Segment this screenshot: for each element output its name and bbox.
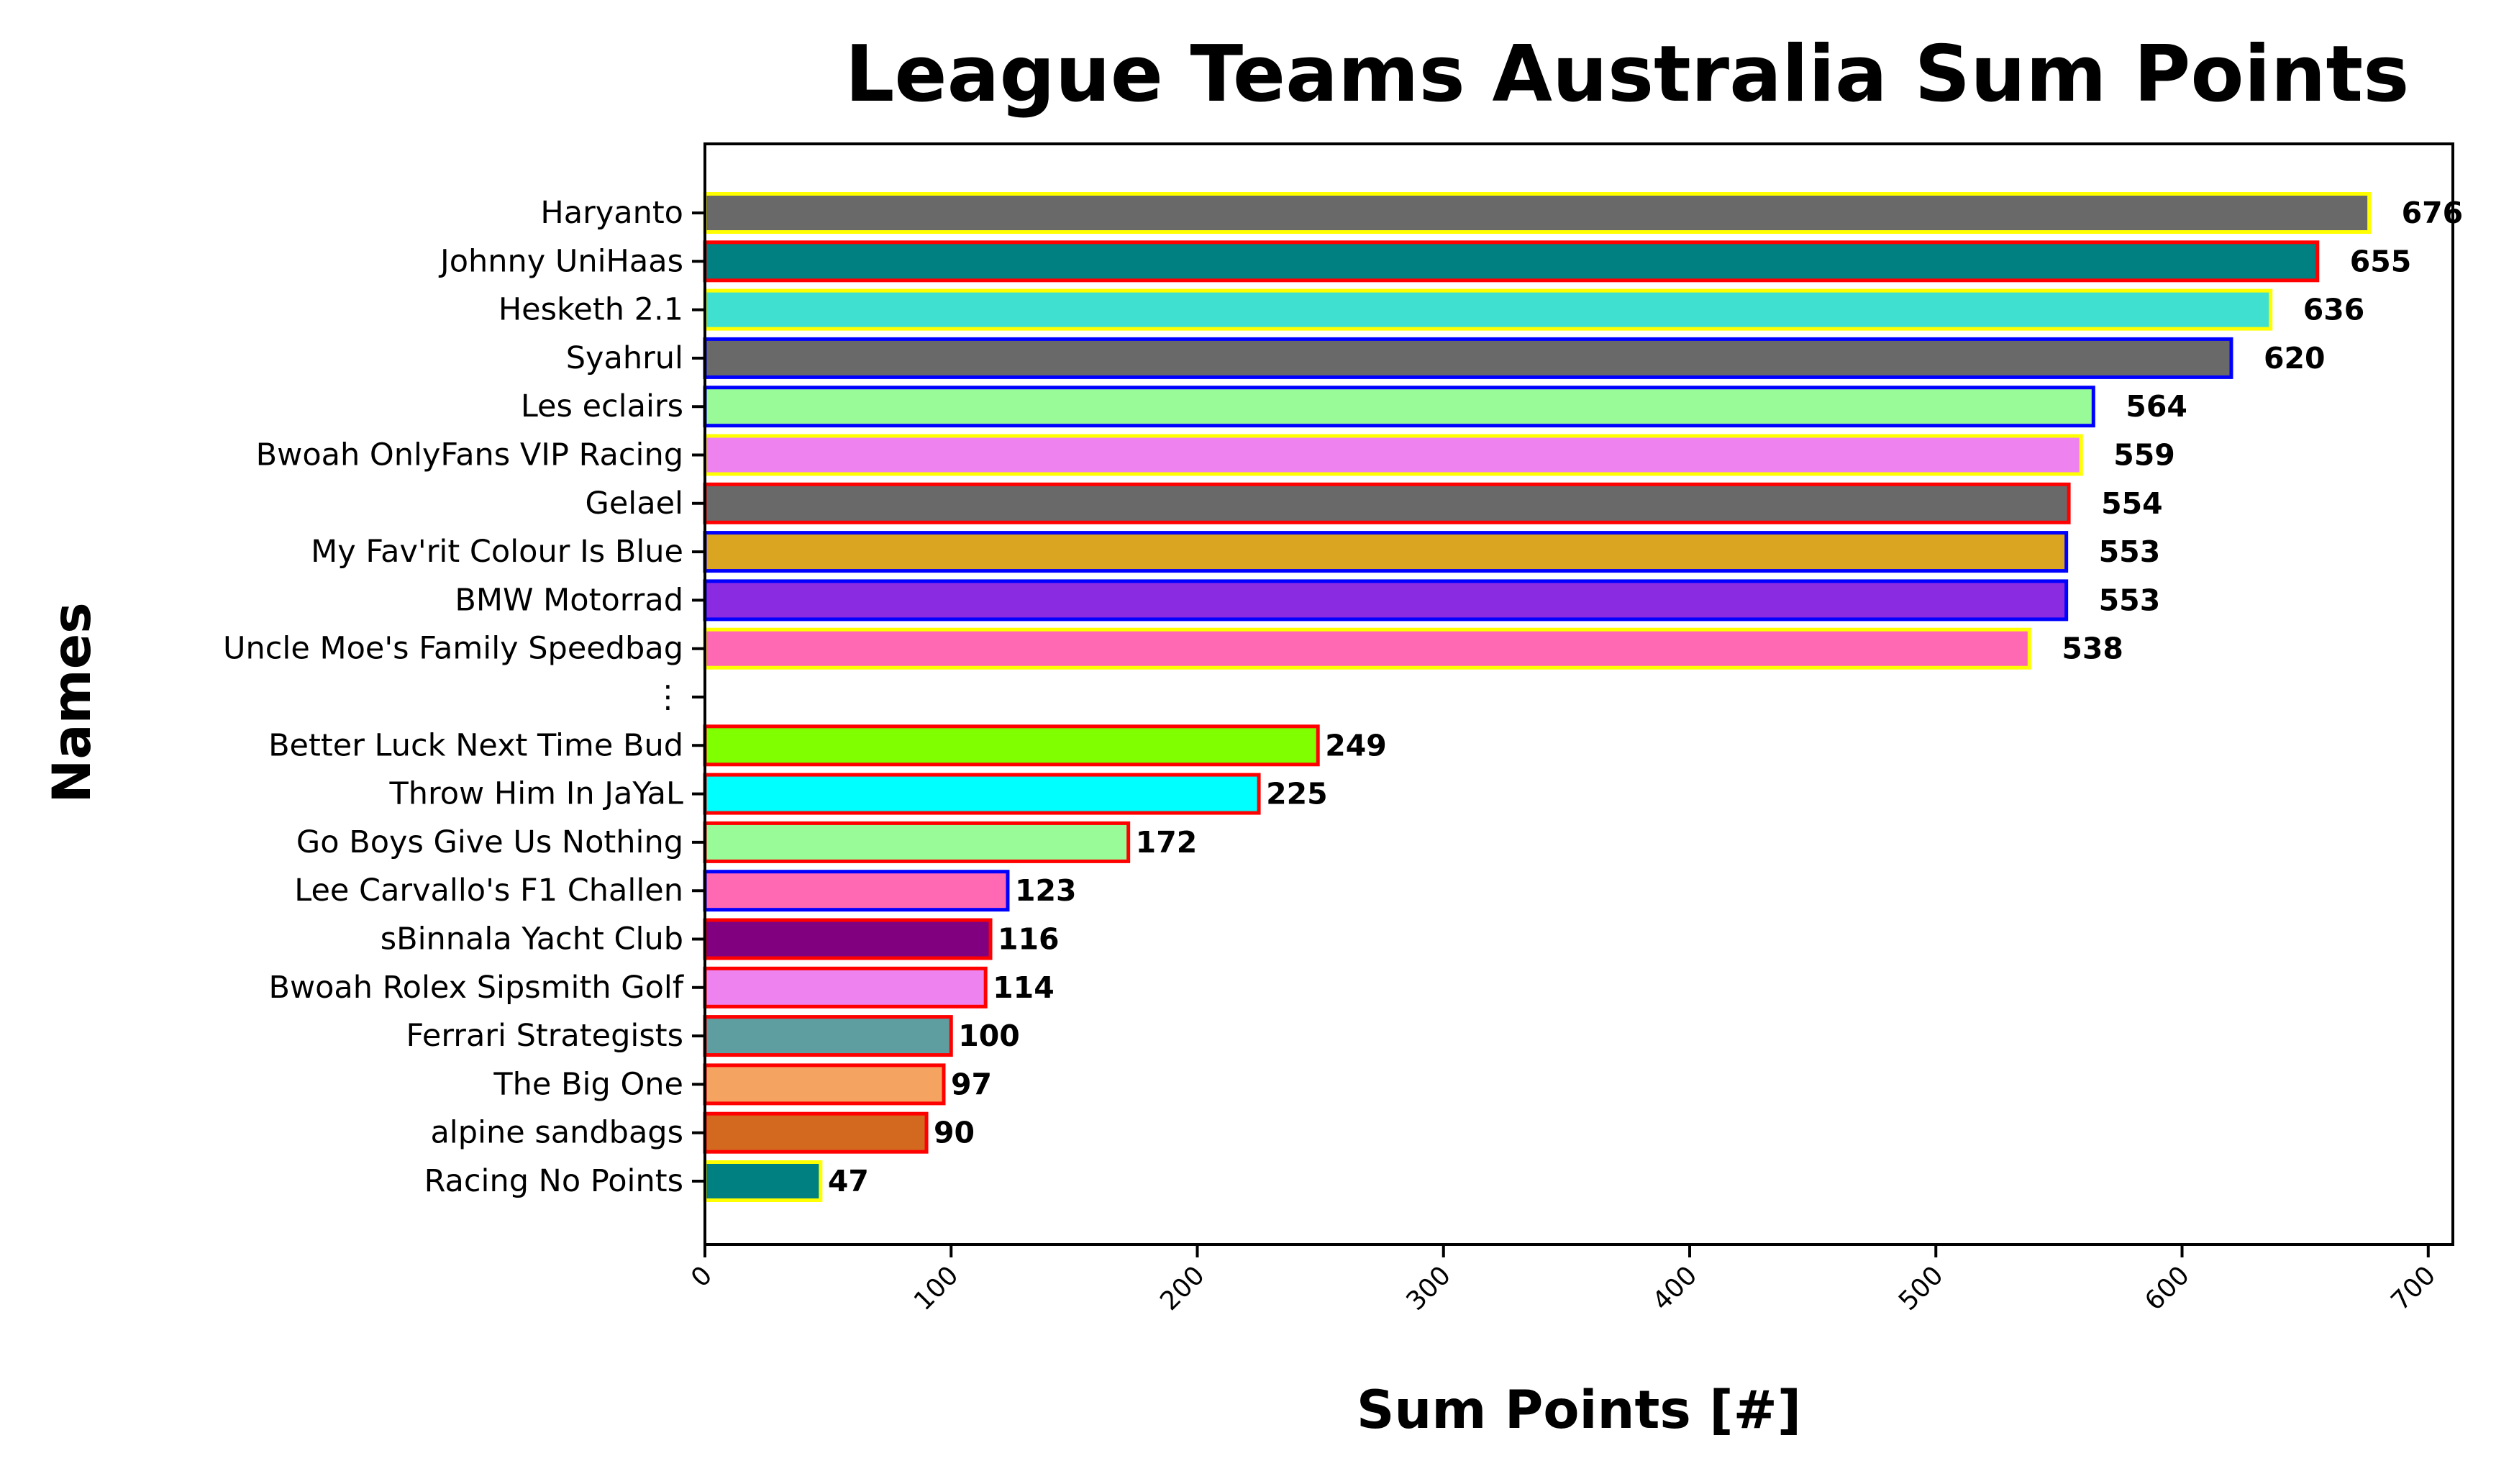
- bar: [703, 482, 2071, 524]
- y-tick-label: ⋮: [652, 679, 683, 715]
- y-tick-label: Go Boys Give Us Nothing: [296, 824, 683, 860]
- bar-value-label: 620: [2264, 341, 2326, 375]
- y-tick-label: Gelael: [586, 486, 683, 522]
- bar: [703, 531, 2069, 573]
- chart-title: League Teams Australia Sum Points: [845, 29, 2410, 119]
- bar: [703, 1160, 823, 1202]
- y-tick-label: Hesketh 2.1: [498, 292, 683, 328]
- bar: [703, 773, 1261, 815]
- y-tick-label: Uncle Moe's Family Speedbag: [223, 631, 683, 667]
- y-tick-label: Better Luck Next Time Bud: [268, 727, 683, 763]
- y-tick-label: alpine sandbags: [430, 1115, 683, 1151]
- bar: [703, 1063, 946, 1106]
- bar-value-label: 225: [1266, 777, 1328, 811]
- bar-value-label: 553: [2099, 534, 2161, 569]
- y-tick-label: Bwoah OnlyFans VIP Racing: [256, 437, 683, 473]
- y-tick-label: sBinnala Yacht Club: [381, 921, 683, 957]
- bar-value-label: 97: [951, 1067, 992, 1101]
- bar: [703, 966, 988, 1009]
- bar-value-label: 655: [2350, 244, 2412, 278]
- bar: [703, 724, 1320, 767]
- bar: [703, 1111, 929, 1154]
- bar: [703, 337, 2233, 379]
- bar: [703, 1015, 953, 1057]
- bar-value-label: 116: [998, 922, 1060, 957]
- y-tick-label: BMW Motorrad: [455, 582, 683, 618]
- bar: [703, 870, 1010, 912]
- bar-value-label: 100: [958, 1019, 1020, 1053]
- y-tick-label: Les eclairs: [521, 388, 683, 424]
- y-tick-label: Throw Him In JaYaL: [388, 776, 683, 812]
- bar-value-label: 538: [2062, 632, 2123, 666]
- bar-value-label: 47: [828, 1164, 869, 1198]
- bars-layer: [703, 192, 2372, 1202]
- y-tick-label: The Big One: [493, 1066, 683, 1102]
- bar: [703, 627, 2031, 670]
- bar: [703, 821, 1131, 863]
- bar-value-label: 123: [1015, 873, 1077, 908]
- bar-value-label: 559: [2113, 438, 2175, 473]
- bar: [703, 288, 2273, 331]
- y-tick-layer: Haryanto Johnny UniHaas Hesketh 2.1 Syahrul…: [223, 195, 705, 1199]
- bar: [703, 579, 2069, 622]
- y-tick-label: Racing No Points: [424, 1163, 683, 1199]
- bar-value-label: 172: [1136, 825, 1198, 860]
- y-tick-label: Haryanto: [540, 195, 683, 231]
- y-tick-label: Johnny UniHaas: [438, 243, 683, 279]
- y-axis-label: Names: [42, 602, 103, 803]
- y-tick-label: Bwoah Rolex Sipsmith Golf: [268, 970, 683, 1006]
- bar-value-label: 249: [1325, 728, 1387, 763]
- y-tick-label: Lee Carvallo's F1 Challen: [294, 873, 683, 909]
- value-label-layer: 6766556366205645595545535535382492251721…: [828, 196, 2463, 1198]
- plot-frame: [703, 142, 2454, 1246]
- bar-value-label: 564: [2126, 389, 2187, 424]
- bar-value-label: 553: [2099, 583, 2161, 617]
- y-tick-label: Syahrul: [566, 340, 683, 376]
- bar-value-label: 554: [2101, 486, 2163, 521]
- bar: [703, 918, 993, 960]
- bar: [703, 386, 2095, 428]
- bar: [703, 192, 2372, 234]
- y-tick-label: My Fav'rit Colour Is Blue: [311, 534, 683, 570]
- bar: [703, 434, 2083, 476]
- bar-value-label: 90: [934, 1116, 975, 1150]
- bar-value-label: 636: [2303, 293, 2365, 327]
- bar: [703, 240, 2320, 283]
- y-tick-label: Ferrari Strategists: [406, 1018, 684, 1054]
- bar-value-label: 114: [993, 970, 1055, 1005]
- x-axis-label: Sum Points [#]: [1357, 1380, 1801, 1441]
